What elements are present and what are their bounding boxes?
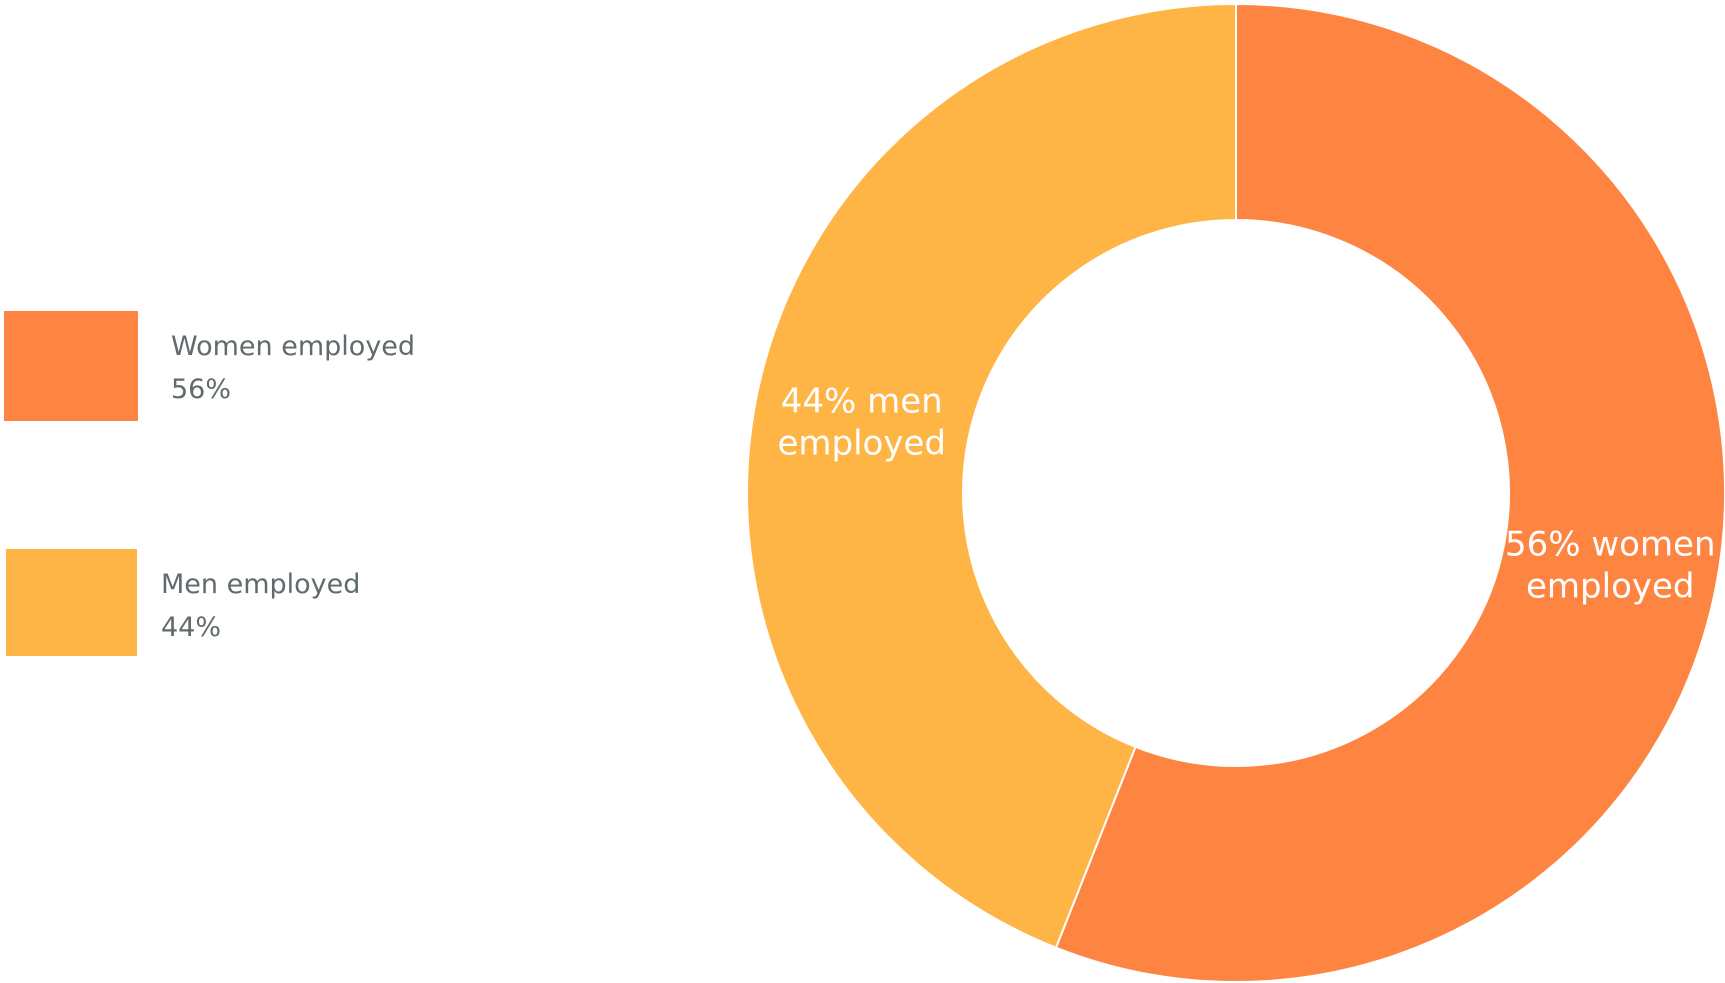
legend-swatch-men bbox=[6, 549, 137, 656]
donut-slice-men bbox=[746, 2, 1237, 949]
donut-slice-women bbox=[1054, 2, 1725, 983]
slice-label-women: 56% women employed bbox=[1505, 524, 1716, 606]
slice-label-line: 44% men bbox=[781, 382, 943, 422]
slice-label-line: employed bbox=[777, 424, 946, 464]
legend-label-men-name: Men employed bbox=[161, 569, 361, 600]
donut-slices bbox=[746, 2, 1725, 983]
legend-label-men: Men employed 44% bbox=[161, 563, 360, 649]
legend-swatch-women bbox=[4, 311, 138, 421]
legend-label-women-value: 56% bbox=[171, 374, 232, 405]
legend-label-men-value: 44% bbox=[161, 612, 222, 643]
slice-label-line: employed bbox=[1526, 566, 1695, 606]
legend-label-women-name: Women employed bbox=[171, 331, 416, 362]
slice-label-men: 44% men employed bbox=[777, 382, 946, 464]
legend-label-women: Women employed 56% bbox=[171, 325, 415, 411]
slice-label-line: 56% women bbox=[1505, 524, 1716, 564]
